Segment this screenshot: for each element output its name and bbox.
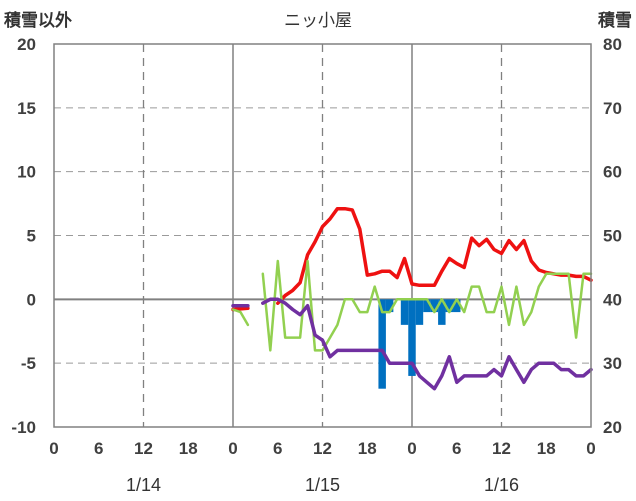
right-axis-title: 積雪 [598,11,632,30]
snow-depth-bar [438,299,446,325]
series-line-green [231,259,593,352]
series-line-purple [231,297,593,391]
x-tick-label: 6 [94,439,103,458]
date-label: 1/15 [305,475,340,495]
x-tick-label: 12 [134,439,153,458]
y-right-tick-label: 80 [603,35,622,54]
snow-depth-bar [430,299,439,313]
x-tick-label: 18 [179,439,198,458]
y-right-tick-label: 50 [603,227,622,246]
date-label: 1/16 [484,475,519,495]
y-right-tick-label: 20 [603,418,622,437]
y-left-tick-label: 5 [27,227,36,246]
x-tick-label: 12 [492,439,511,458]
snow-depth-bar [408,299,416,376]
x-tick-label: 0 [586,439,595,458]
snow-depth-bar [453,299,461,313]
snow-depth-bars [378,299,461,389]
snow-depth-bar [423,299,431,313]
y-left-tick-label: -10 [11,418,36,437]
snow-depth-bar [400,299,409,325]
series-lines [231,206,593,391]
left-axis-title: 積雪以外 [4,11,72,30]
snow-depth-bar [385,299,394,313]
y-left-tick-label: 10 [17,163,36,182]
grid [54,44,591,427]
snow-depth-bar [378,299,386,389]
x-tick-label: 18 [358,439,377,458]
y-right-tick-label: 60 [603,163,622,182]
snow-depth-bar [445,299,454,313]
x-tick-label: 0 [49,439,58,458]
y-right-tick-label: 70 [603,99,622,118]
plot-frame [53,43,592,428]
x-tick-label: 6 [452,439,461,458]
x-tick-label: 18 [537,439,556,458]
y-right-tick-label: 40 [603,290,622,309]
snow-depth-bar [415,299,424,325]
y-left-tick-label: -5 [21,354,36,373]
y-left-tick-label: 15 [17,99,36,118]
chart-title: ニッ小屋 [284,11,352,30]
x-tick-label: 0 [407,439,416,458]
date-label: 1/14 [126,475,161,495]
y-right-tick-label: 30 [603,354,622,373]
y-left-tick-label: 20 [17,35,36,54]
x-tick-label: 6 [273,439,282,458]
x-tick-label: 0 [228,439,237,458]
y-left-tick-label: 0 [27,290,36,309]
x-tick-label: 12 [313,439,332,458]
